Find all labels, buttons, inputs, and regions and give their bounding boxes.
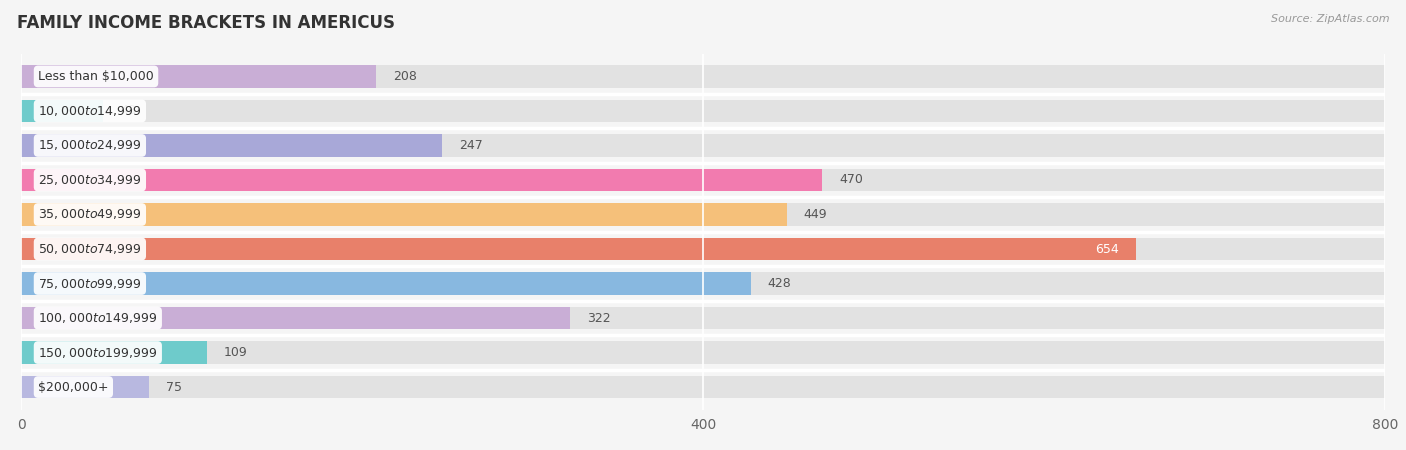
Bar [21, 238, 1385, 260]
Bar [21, 238, 1136, 260]
Text: $100,000 to $149,999: $100,000 to $149,999 [38, 311, 157, 325]
Bar [21, 376, 1385, 398]
Bar [21, 134, 441, 157]
Bar [21, 307, 1385, 329]
Bar [21, 376, 149, 398]
Bar [21, 100, 103, 122]
Bar [21, 342, 1385, 364]
Bar [21, 203, 786, 226]
Text: $15,000 to $24,999: $15,000 to $24,999 [38, 139, 142, 153]
Bar [21, 272, 1385, 295]
Bar [21, 342, 207, 364]
Text: $25,000 to $34,999: $25,000 to $34,999 [38, 173, 142, 187]
Text: Less than $10,000: Less than $10,000 [38, 70, 153, 83]
Bar [21, 272, 751, 295]
Bar [21, 307, 569, 329]
Text: $35,000 to $49,999: $35,000 to $49,999 [38, 207, 142, 221]
Text: 75: 75 [166, 381, 181, 394]
Text: $150,000 to $199,999: $150,000 to $199,999 [38, 346, 157, 360]
Text: 428: 428 [768, 277, 792, 290]
Bar [21, 169, 823, 191]
Text: 449: 449 [804, 208, 827, 221]
Text: FAMILY INCOME BRACKETS IN AMERICUS: FAMILY INCOME BRACKETS IN AMERICUS [17, 14, 395, 32]
Text: Source: ZipAtlas.com: Source: ZipAtlas.com [1271, 14, 1389, 23]
Bar [21, 100, 1385, 122]
Bar [21, 65, 1385, 88]
Bar [21, 65, 375, 88]
Bar [21, 169, 1385, 191]
Text: 322: 322 [588, 311, 610, 324]
Text: $200,000+: $200,000+ [38, 381, 108, 394]
Text: $50,000 to $74,999: $50,000 to $74,999 [38, 242, 142, 256]
Text: 48: 48 [120, 104, 136, 117]
Bar [21, 203, 1385, 226]
Text: 109: 109 [224, 346, 247, 359]
Text: $75,000 to $99,999: $75,000 to $99,999 [38, 276, 142, 291]
Text: 208: 208 [392, 70, 416, 83]
Text: 654: 654 [1095, 243, 1119, 256]
Text: 247: 247 [460, 139, 484, 152]
Bar [21, 134, 1385, 157]
Text: $10,000 to $14,999: $10,000 to $14,999 [38, 104, 142, 118]
Text: 470: 470 [839, 174, 863, 186]
